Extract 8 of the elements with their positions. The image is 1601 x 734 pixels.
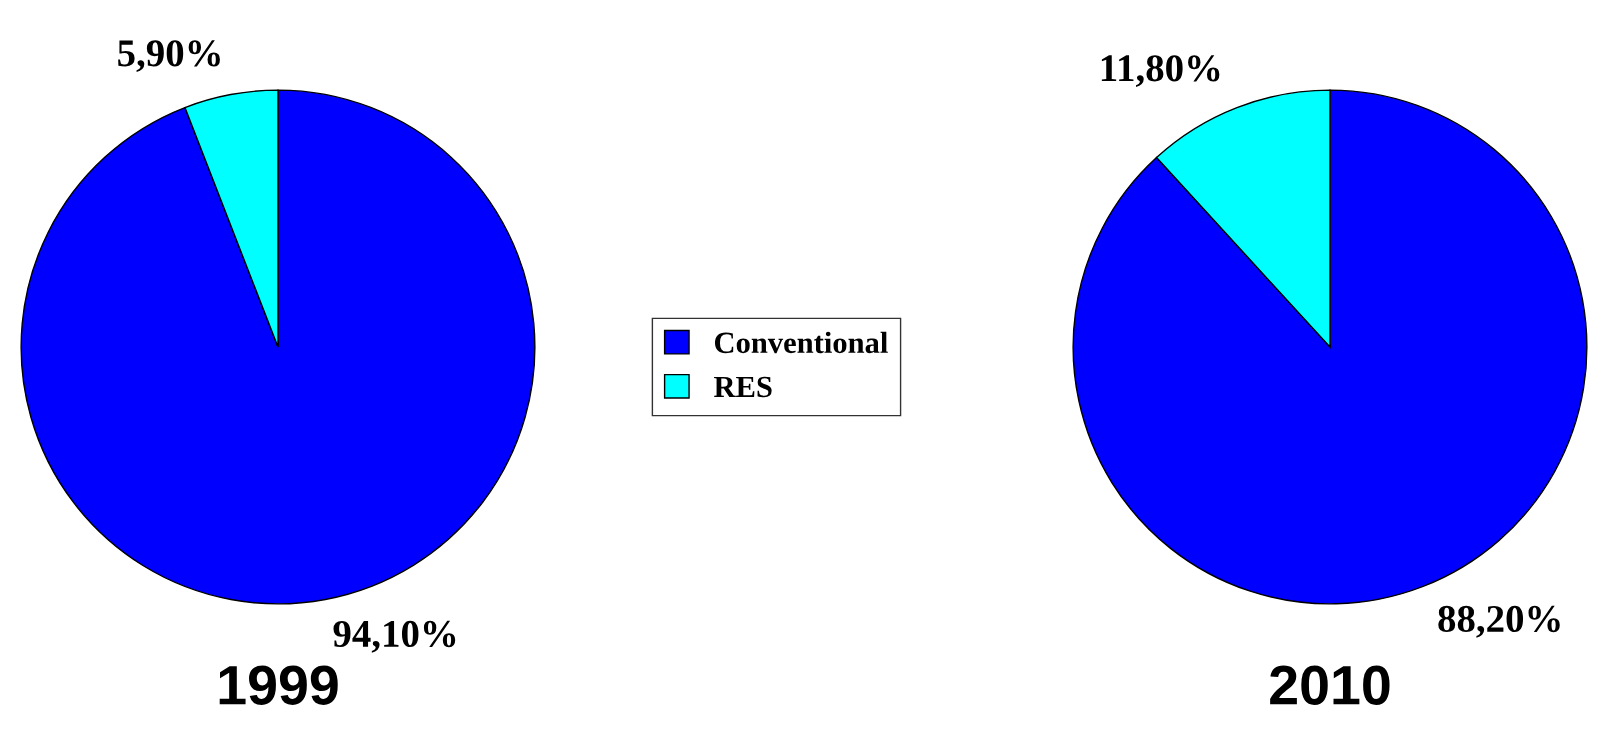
data-label: 88,20% [1438, 605, 1560, 638]
legend-label: RES [714, 376, 772, 398]
data-label: 11,80% [1101, 55, 1220, 88]
legend-label: Conventional [714, 331, 888, 354]
text: 2010 [1270, 665, 1390, 705]
text: 1999 [219, 665, 338, 705]
data-label: 5,90% [118, 40, 220, 73]
data-label: 94,10% [333, 620, 456, 653]
